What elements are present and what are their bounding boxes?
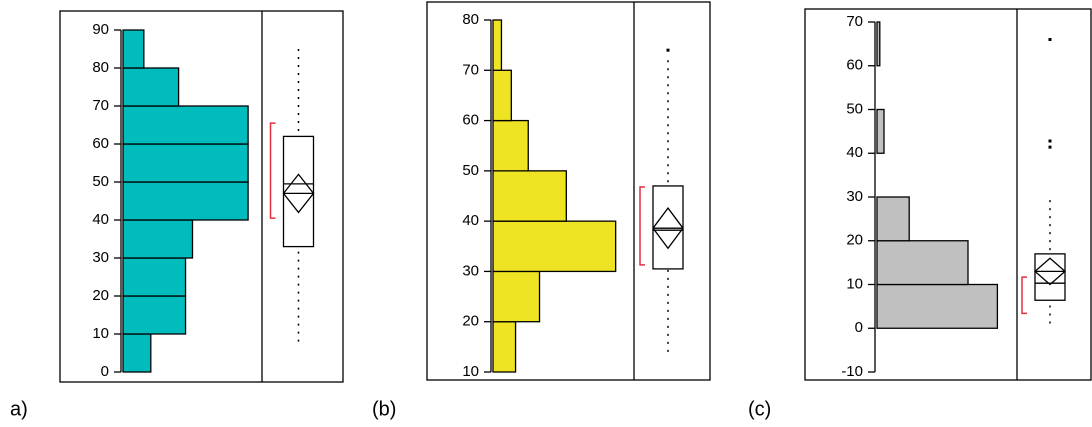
panel-label: (b) xyxy=(372,398,396,420)
bar xyxy=(122,67,180,107)
y-tick-label: 20 xyxy=(462,313,479,330)
y-tick-label: 50 xyxy=(462,162,479,179)
mean-diamond xyxy=(1034,257,1066,286)
y-tick-label: 60 xyxy=(92,135,109,152)
outlier xyxy=(666,48,670,52)
y-tick-label: 10 xyxy=(92,325,109,342)
y-tick-label: 60 xyxy=(846,57,863,74)
bar xyxy=(876,196,910,242)
bar xyxy=(876,108,885,154)
y-tick-label: 70 xyxy=(846,13,863,30)
y-tick-label: 40 xyxy=(92,211,109,228)
mean-diamond xyxy=(652,206,684,250)
panel-frame xyxy=(59,10,344,383)
y-tick-label: 80 xyxy=(462,11,479,28)
bar xyxy=(492,19,503,71)
bar xyxy=(876,283,999,329)
bar xyxy=(122,219,194,259)
shortest-half-bracket xyxy=(269,122,276,219)
panel-frame xyxy=(804,8,1092,381)
bar xyxy=(122,143,249,183)
outlier xyxy=(1048,145,1052,149)
bar xyxy=(492,220,617,273)
y-tick-label: -10 xyxy=(841,363,863,380)
y-tick-label: 30 xyxy=(462,262,479,279)
y-tick-label: 0 xyxy=(101,363,109,380)
y-tick-label: 80 xyxy=(92,59,109,76)
bar xyxy=(876,21,881,67)
y-tick-label: 40 xyxy=(846,144,863,161)
y-tick-label: 30 xyxy=(846,188,863,205)
y-tick-label: 20 xyxy=(846,232,863,249)
y-tick-label: 40 xyxy=(462,212,479,229)
shortest-half-bracket xyxy=(1021,276,1027,315)
panel-label: a) xyxy=(10,398,28,420)
bar xyxy=(122,105,249,145)
bar xyxy=(122,257,187,297)
mean-diamond xyxy=(282,173,315,214)
y-tick-label: 60 xyxy=(462,112,479,129)
bar xyxy=(492,321,517,373)
bar xyxy=(122,181,249,221)
y-tick-label: 10 xyxy=(462,363,479,380)
box xyxy=(652,185,684,270)
outlier xyxy=(1048,139,1052,143)
y-tick-label: 30 xyxy=(92,249,109,266)
shortest-half-bracket xyxy=(639,186,645,266)
outlier xyxy=(1048,38,1052,41)
y-tick-label: 0 xyxy=(855,319,863,336)
bar xyxy=(876,240,969,286)
y-tick-label: 50 xyxy=(846,100,863,117)
box xyxy=(282,135,315,248)
bar xyxy=(492,270,541,323)
y-tick-label: 70 xyxy=(462,61,479,78)
panel-label: (c) xyxy=(748,398,771,420)
y-tick-label: 70 xyxy=(92,97,109,114)
y-tick-label: 50 xyxy=(92,173,109,190)
bar xyxy=(122,295,187,335)
y-tick-label: 90 xyxy=(92,21,109,38)
bar xyxy=(492,69,512,122)
box xyxy=(1034,253,1066,301)
bar xyxy=(122,333,152,373)
panel-frame xyxy=(426,1,711,381)
y-tick-label: 20 xyxy=(92,287,109,304)
bar xyxy=(492,119,529,172)
bar xyxy=(122,29,145,69)
bar xyxy=(492,170,567,222)
y-tick-label: 10 xyxy=(846,275,863,292)
